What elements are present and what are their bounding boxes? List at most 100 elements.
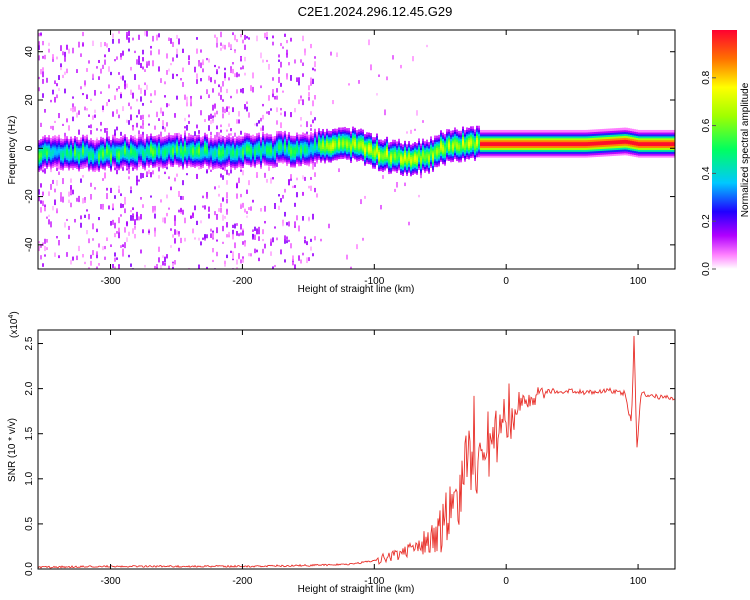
spectrogram-cell	[134, 139, 136, 143]
spectrogram-cell	[262, 143, 264, 146]
spectrogram-cell	[370, 136, 372, 140]
spectrogram-cell	[218, 147, 220, 151]
spectrogram-cell	[42, 146, 44, 149]
spectrogram-cell	[176, 158, 178, 161]
spectrogram-cell	[284, 188, 286, 193]
spectrogram-cell	[286, 157, 288, 161]
spectrogram-cell	[308, 142, 310, 146]
spectrogram-cell	[388, 167, 390, 171]
spectrogram-cell	[168, 140, 170, 144]
spectrogram-cell	[370, 150, 372, 154]
spectrogram-cell	[386, 154, 388, 157]
spectrogram-cell	[148, 159, 150, 162]
spectrogram-cell	[218, 140, 220, 143]
spectrogram-cell	[404, 162, 406, 165]
spectrogram-cell	[374, 152, 376, 156]
spectrogram-cell	[400, 64, 402, 69]
spectrogram-cell	[228, 138, 230, 141]
spectrogram-cell	[184, 152, 186, 155]
spectrogram-cell	[182, 137, 184, 141]
spectrogram-cell	[304, 143, 306, 146]
spectrogram-cell	[490, 145, 492, 148]
spectrogram-cell	[156, 164, 158, 167]
spectrogram-cell	[238, 141, 240, 145]
spectrogram-cell	[86, 163, 88, 167]
spectrogram-cell	[50, 159, 52, 162]
spectrogram-cell	[468, 154, 470, 158]
spectrogram-cell	[44, 146, 46, 150]
spectrogram-cell	[150, 141, 152, 144]
spectrogram-cell	[116, 88, 118, 91]
spectrogram-cell	[308, 144, 310, 148]
spectrogram-cell	[520, 143, 522, 147]
spectrogram-cell	[290, 75, 292, 81]
spectrogram-cell	[516, 153, 518, 156]
spectrogram-cell	[426, 44, 428, 48]
spectrogram-cell	[228, 172, 230, 176]
spectrogram-cell	[416, 170, 418, 173]
spectrogram-cell	[266, 153, 268, 156]
spectrogram-cell	[254, 145, 256, 149]
spectrogram-cell	[38, 147, 40, 151]
spectrogram-cell	[214, 64, 216, 68]
spectrogram-cell	[90, 147, 92, 151]
spectrogram-cell	[120, 131, 122, 136]
spectrogram-cell	[166, 162, 168, 166]
spectrogram-cell	[92, 157, 94, 160]
spectrogram-cell	[440, 151, 442, 155]
spectrogram-cell	[284, 136, 286, 140]
spectrogram-cell	[88, 213, 90, 220]
spectrogram-cell	[178, 151, 180, 154]
spectrogram-cell	[338, 150, 340, 154]
spectrogram-cell	[310, 139, 312, 143]
spectrogram-cell	[518, 151, 520, 154]
spectrogram-cell	[302, 159, 304, 163]
spectrogram-cell	[72, 159, 74, 163]
spectrogram-cell	[202, 165, 204, 168]
spectrogram-cell	[440, 139, 442, 143]
spectrogram-cell	[394, 163, 396, 166]
spectrogram-cell	[462, 143, 464, 147]
spectrogram-cell	[114, 153, 116, 157]
spectrogram-cell	[332, 158, 334, 161]
spectrogram-cell	[372, 146, 374, 150]
spectrogram-cell	[132, 136, 134, 139]
spectrogram-cell	[320, 238, 322, 242]
spectrogram-cell	[324, 158, 326, 162]
spectrogram-cell	[258, 236, 260, 241]
spectrogram-cell	[480, 145, 482, 148]
spectrogram-cell	[160, 139, 162, 143]
spectrogram-cell	[64, 71, 66, 75]
spectrogram-cell	[202, 153, 204, 157]
spectrogram-cell	[342, 127, 344, 130]
spectrogram-cell	[108, 205, 110, 210]
spectrogram-cell	[374, 156, 376, 160]
spectrogram-cell	[398, 165, 400, 169]
spectrogram-cell	[190, 95, 192, 100]
spectrogram-cell	[44, 156, 46, 159]
spectrogram-cell	[268, 149, 270, 153]
spectrogram-cell	[392, 166, 394, 170]
spectrogram-cell	[232, 155, 234, 159]
spectrogram-cell	[232, 149, 234, 153]
spectrogram-cell	[160, 137, 162, 141]
spectrogram-cell	[248, 158, 250, 162]
spectrogram-cell	[130, 148, 132, 152]
spectrogram-cell	[452, 130, 454, 133]
spectrogram-cell	[76, 149, 78, 152]
spectrogram-cell	[126, 237, 128, 242]
spectrogram-cell	[40, 183, 42, 188]
spectrogram-cell	[98, 144, 100, 147]
spectrogram-cell	[128, 102, 130, 107]
spectrogram-cell	[368, 138, 370, 141]
spectrogram-cell	[202, 68, 204, 73]
spectrogram-cell	[284, 111, 286, 117]
spectrogram-cell	[74, 161, 76, 164]
spectrogram-cell	[232, 165, 234, 168]
spectrogram-cell	[420, 166, 422, 170]
spectrogram-cell	[48, 140, 50, 144]
spectrogram-cell	[420, 168, 422, 172]
spectrogram-cell	[386, 146, 388, 150]
spectrogram-cell	[454, 131, 456, 134]
spectrogram-cell	[316, 143, 318, 147]
